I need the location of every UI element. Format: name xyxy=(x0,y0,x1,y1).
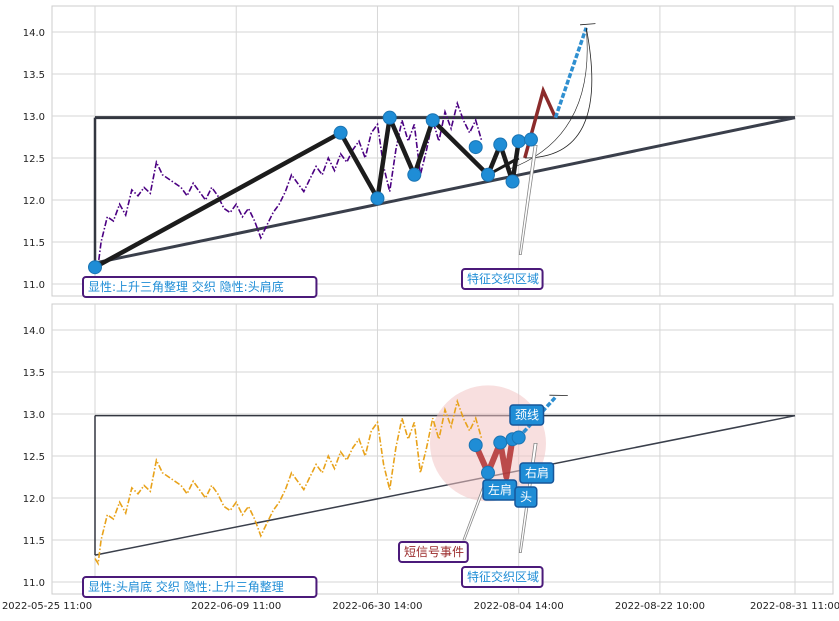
y-tick-label: 11.5 xyxy=(23,536,45,547)
pivot-marker xyxy=(89,261,102,274)
x-tick-label: 2022-05-25 11:00 xyxy=(2,601,92,612)
zone-label: 特征交织区域 xyxy=(467,271,539,286)
y-tick-label: 12.5 xyxy=(23,452,45,463)
pivot-marker xyxy=(512,135,525,148)
pivot-marker xyxy=(408,168,421,181)
pivot-marker xyxy=(512,431,525,444)
top-panel: 14.0 13.5 13.0 12.5 12.0 11.5 11.0 显性:上升三角整理 交织… xyxy=(23,6,833,297)
y-tick-label: 13.5 xyxy=(23,368,45,379)
y-tick-label: 11.0 xyxy=(23,578,45,589)
pivot-marker xyxy=(506,175,519,188)
x-tick-label: 2022-08-31 11:00 xyxy=(750,601,839,612)
y-tick-label: 12.0 xyxy=(23,196,45,207)
right-shoulder-label: 右肩 xyxy=(525,465,549,480)
pivot-marker xyxy=(481,466,494,479)
pivot-marker xyxy=(383,111,396,124)
head-label: 头 xyxy=(520,490,532,504)
pivot-marker xyxy=(469,439,482,452)
x-tick-label: 2022-06-30 14:00 xyxy=(332,601,422,612)
pattern-label: 显性:头肩底 交织 隐性:上升三角整理 xyxy=(88,579,284,594)
pivot-marker xyxy=(426,114,439,127)
pivot-marker xyxy=(481,168,494,181)
x-tick-label: 2022-06-09 11:00 xyxy=(191,601,281,612)
y-tick-label: 11.0 xyxy=(23,280,45,291)
y-tick-label: 13.0 xyxy=(23,410,45,421)
short-signal-label: 短信号事件 xyxy=(404,545,464,559)
y-tick-label: 12.0 xyxy=(23,494,45,505)
left-shoulder-label: 左肩 xyxy=(488,482,512,497)
y-tick-label: 11.5 xyxy=(23,238,45,249)
x-tick-label: 2022-08-04 14:00 xyxy=(474,601,564,612)
neckline-label: 颈线 xyxy=(515,408,539,422)
pivot-marker xyxy=(371,192,384,205)
y-tick-label: 13.0 xyxy=(23,112,45,123)
y-tick-label: 13.5 xyxy=(23,70,45,81)
zone-label: 特征交织区域 xyxy=(467,569,539,584)
plot-frame xyxy=(52,6,833,296)
pattern-label: 显性:上升三角整理 交织 隐性:头肩底 xyxy=(88,279,284,294)
pivot-marker xyxy=(524,133,537,146)
pivot-marker xyxy=(494,138,507,151)
y-tick-label: 14.0 xyxy=(23,326,45,337)
y-tick-label: 12.5 xyxy=(23,154,45,165)
pivot-marker xyxy=(494,436,507,449)
x-tick-label: 2022-08-22 10:00 xyxy=(615,601,705,612)
pivot-marker xyxy=(469,141,482,154)
pivot-marker xyxy=(334,126,347,139)
y-tick-label: 14.0 xyxy=(23,28,45,39)
bottom-panel: 14.0 13.5 13.0 12.5 12.0 11.5 11.0 显性:头肩底 交织 隐性… xyxy=(23,304,833,597)
x-axis: 2022-05-25 11:00 2022-06-09 11:00 2022-06-… xyxy=(2,601,839,612)
